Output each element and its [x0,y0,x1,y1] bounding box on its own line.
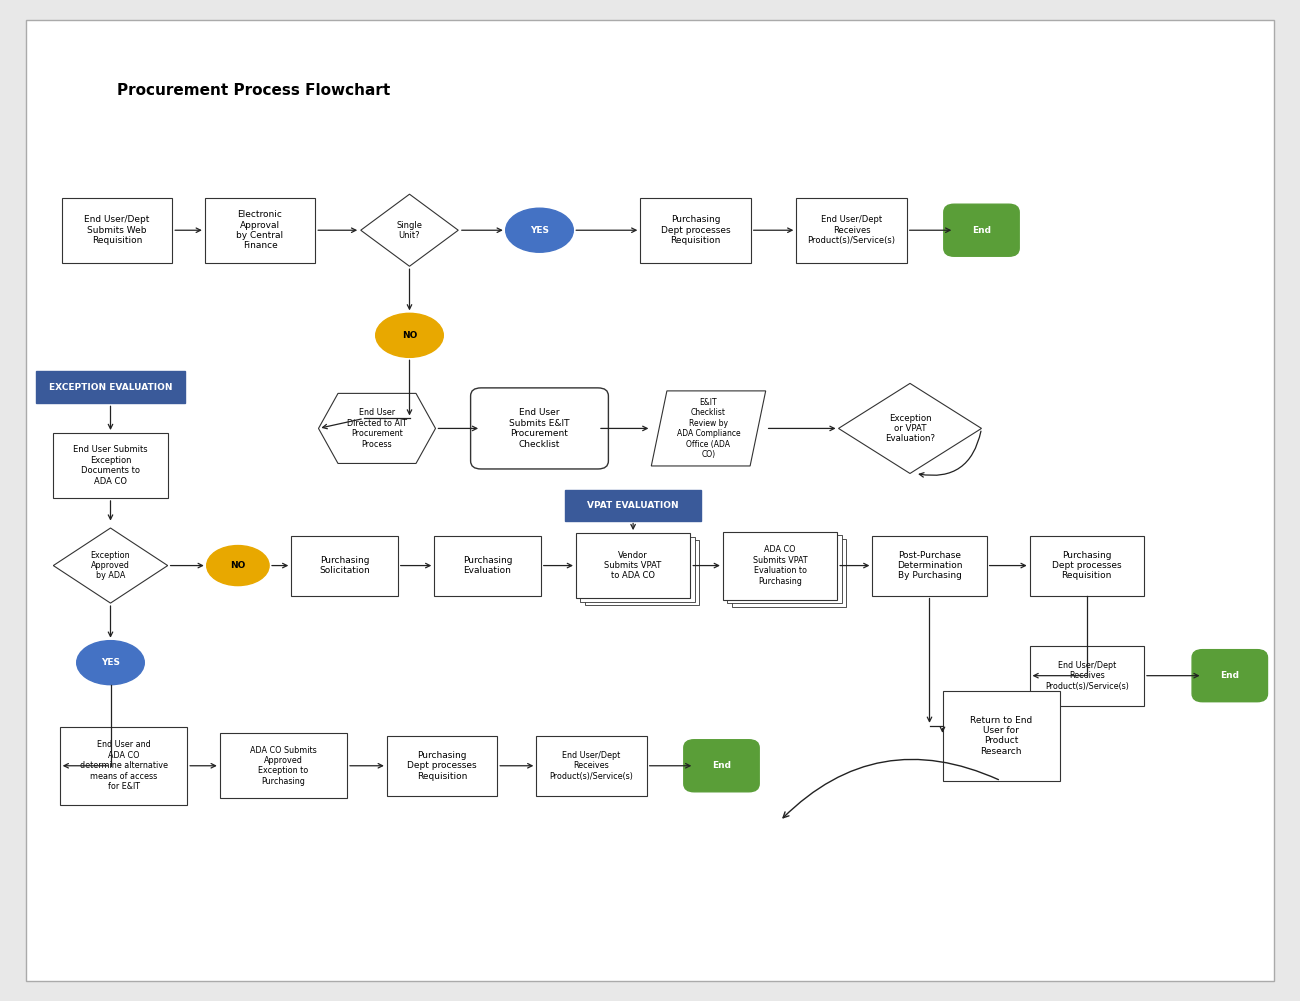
Text: End User/Dept
Submits Web
Requisition: End User/Dept Submits Web Requisition [84,215,150,245]
FancyBboxPatch shape [205,198,315,262]
FancyBboxPatch shape [641,198,751,262]
FancyBboxPatch shape [61,198,172,262]
Text: End: End [972,226,991,234]
Ellipse shape [77,641,144,685]
FancyBboxPatch shape [536,736,647,796]
FancyBboxPatch shape [580,537,694,602]
Polygon shape [53,529,168,603]
FancyBboxPatch shape [220,733,347,799]
Text: End User/Dept
Receives
Product(s)/Service(s): End User/Dept Receives Product(s)/Servic… [1045,661,1128,691]
Text: EXCEPTION EVALUATION: EXCEPTION EVALUATION [49,383,172,391]
Text: E&IT
Checklist
Review by
ADA Compliance
Office (ADA
CO): E&IT Checklist Review by ADA Compliance … [677,398,740,458]
FancyBboxPatch shape [60,727,187,805]
Text: NO: NO [230,562,246,570]
Ellipse shape [506,208,573,252]
FancyBboxPatch shape [387,736,498,796]
FancyBboxPatch shape [723,532,837,600]
Text: YES: YES [101,659,120,667]
Text: Procurement Process Flowchart: Procurement Process Flowchart [117,83,390,97]
Text: Single
Unit?: Single Unit? [396,220,422,240]
Text: End User
Submits E&IT
Procurement
Checklist: End User Submits E&IT Procurement Checkl… [510,408,569,448]
FancyBboxPatch shape [291,536,398,596]
FancyBboxPatch shape [434,536,541,596]
Ellipse shape [207,546,269,586]
Text: Purchasing
Dept processes
Requisition: Purchasing Dept processes Requisition [407,751,477,781]
Text: Purchasing
Dept processes
Requisition: Purchasing Dept processes Requisition [1052,551,1122,581]
Polygon shape [361,194,458,266]
Text: ADA CO Submits
Approved
Exception to
Purchasing: ADA CO Submits Approved Exception to Pur… [250,746,317,786]
Text: Post-Purchase
Determination
By Purchasing: Post-Purchase Determination By Purchasin… [897,551,962,581]
Text: End User
Directed to AIT
Procurement
Process: End User Directed to AIT Procurement Pro… [347,408,407,448]
Text: End User Submits
Exception
Documents to
ADA CO: End User Submits Exception Documents to … [73,445,148,485]
Polygon shape [651,391,766,466]
Text: Electronic
Approval
by Central
Finance: Electronic Approval by Central Finance [237,210,283,250]
FancyBboxPatch shape [1192,650,1268,702]
Text: End User and
ADA CO
determine alternative
means of access
for E&IT: End User and ADA CO determine alternativ… [79,741,168,791]
Text: Exception
or VPAT
Evaluation?: Exception or VPAT Evaluation? [885,413,935,443]
FancyBboxPatch shape [944,204,1019,256]
Text: NO: NO [402,331,417,339]
Text: Purchasing
Dept processes
Requisition: Purchasing Dept processes Requisition [660,215,731,245]
Text: End: End [712,762,731,770]
Text: Exception
Approved
by ADA: Exception Approved by ADA [91,551,130,581]
Text: Purchasing
Evaluation: Purchasing Evaluation [463,556,512,576]
Text: YES: YES [530,226,549,234]
FancyBboxPatch shape [1030,536,1144,596]
FancyBboxPatch shape [796,198,907,262]
FancyBboxPatch shape [872,536,987,596]
FancyBboxPatch shape [564,490,702,521]
Text: VPAT EVALUATION: VPAT EVALUATION [588,502,679,510]
FancyBboxPatch shape [684,740,759,792]
Text: Return to End
User for
Product
Research: Return to End User for Product Research [970,716,1032,756]
FancyBboxPatch shape [1030,646,1144,706]
FancyBboxPatch shape [576,533,690,599]
FancyBboxPatch shape [53,432,168,497]
Text: ADA CO
Submits VPAT
Evaluation to
Purchasing: ADA CO Submits VPAT Evaluation to Purcha… [753,546,807,586]
FancyBboxPatch shape [26,20,1274,981]
FancyBboxPatch shape [36,371,186,403]
Text: End: End [1221,672,1239,680]
Polygon shape [318,393,436,463]
Text: End User/Dept
Receives
Product(s)/Service(s): End User/Dept Receives Product(s)/Servic… [550,751,633,781]
Ellipse shape [376,313,443,357]
Text: End User/Dept
Receives
Product(s)/Service(s): End User/Dept Receives Product(s)/Servic… [807,215,896,245]
Text: Vendor
Submits VPAT
to ADA CO: Vendor Submits VPAT to ADA CO [604,551,662,581]
FancyBboxPatch shape [585,541,699,605]
FancyBboxPatch shape [727,535,841,603]
FancyBboxPatch shape [471,388,608,468]
Text: Purchasing
Solicitation: Purchasing Solicitation [318,556,370,576]
Polygon shape [838,383,982,473]
FancyBboxPatch shape [732,539,846,607]
FancyBboxPatch shape [942,691,1060,781]
